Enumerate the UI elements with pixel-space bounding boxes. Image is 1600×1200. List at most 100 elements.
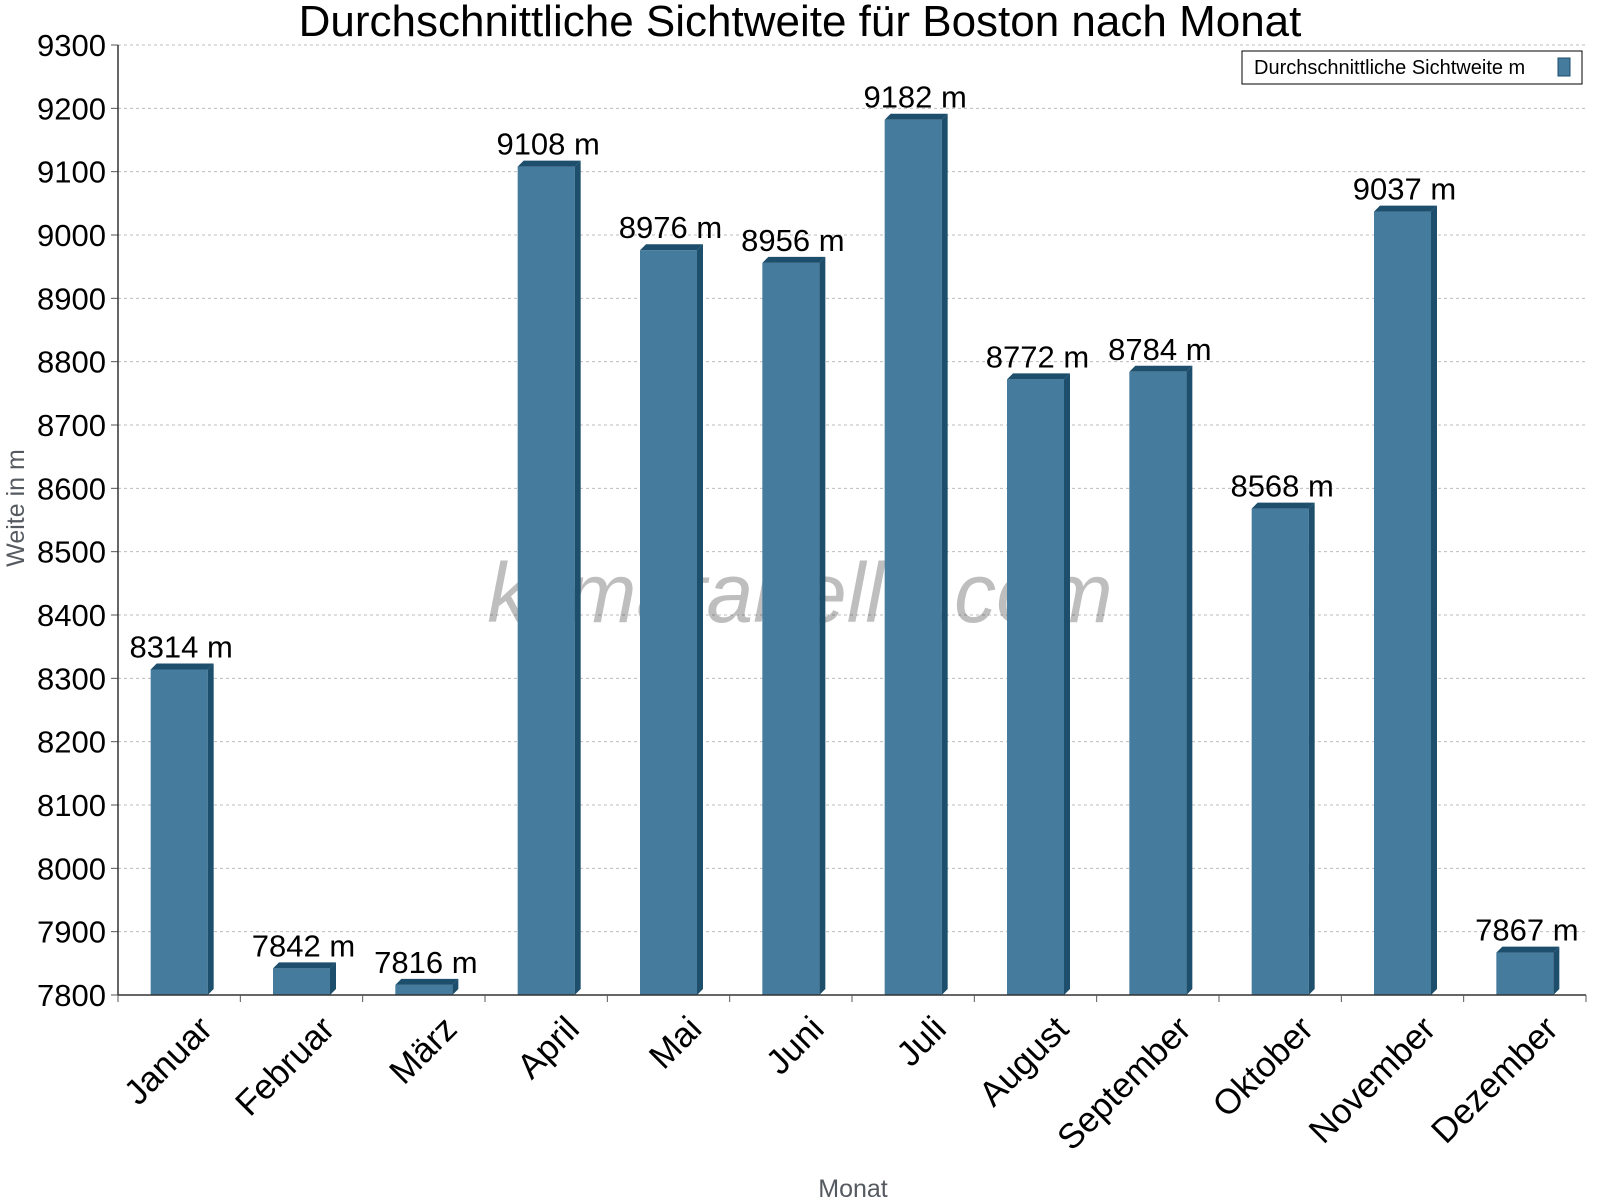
bar-top — [640, 244, 703, 251]
legend-swatch — [1557, 57, 1571, 77]
bar-side — [1186, 365, 1193, 995]
data-label: 8956 m — [741, 223, 844, 258]
data-label: 7842 m — [252, 928, 355, 963]
x-tick-label: Februar — [228, 1009, 342, 1123]
y-tick-label: 9100 — [37, 155, 106, 190]
x-tick-labels: Januar Februar März April Mai Juni Juli AugustS… — [117, 1009, 1566, 1158]
bar-4 — [517, 160, 581, 996]
x-tick-label: Dezember — [1424, 1009, 1566, 1151]
x-tick-label: Januar — [117, 1009, 220, 1112]
bar-top — [1251, 502, 1315, 509]
data-label: 8772 m — [986, 339, 1089, 374]
bar-top — [395, 978, 459, 985]
x-tick-label: November — [1301, 1009, 1443, 1151]
y-tick-label: 8900 — [37, 281, 106, 316]
bar-top — [273, 962, 336, 969]
bar-side — [330, 962, 336, 995]
data-labels: 8314 m 7842 m 7816 m 9108 m 8976 m 8956 m 9182… — [129, 80, 1578, 980]
y-tick-label: 8500 — [37, 535, 106, 570]
legend-label: Durchschnittliche Sichtweite m — [1254, 57, 1525, 79]
x-tick-label: Oktober — [1205, 1009, 1321, 1125]
bar-3 — [395, 978, 459, 995]
bar-face — [395, 984, 453, 995]
x-tick-label: März — [382, 1009, 465, 1092]
bar-side — [574, 160, 581, 996]
bar-face — [517, 166, 575, 996]
bar-face — [273, 968, 330, 995]
y-tick-label: 7800 — [37, 978, 106, 1013]
bar-6 — [762, 256, 826, 995]
y-tick-label: 7900 — [37, 915, 106, 950]
bar-1 — [150, 663, 214, 995]
bar-top — [884, 113, 948, 120]
bar-face — [1007, 379, 1064, 995]
y-tick-label: 8400 — [37, 598, 106, 633]
bar-7 — [884, 113, 948, 995]
bar-top — [150, 663, 214, 670]
x-tick-label: August — [972, 1009, 1077, 1114]
bar-2 — [273, 962, 336, 995]
y-tick-label: 8300 — [37, 661, 106, 696]
bar-face — [1496, 952, 1554, 995]
bar-side — [697, 244, 703, 995]
bar-top — [517, 160, 581, 167]
bar-12 — [1496, 946, 1560, 995]
bar-face — [884, 119, 942, 995]
bar-side — [1431, 205, 1437, 996]
data-label: 8314 m — [129, 629, 232, 664]
bar-top — [1374, 205, 1437, 212]
x-axis-title: Monat — [818, 1175, 888, 1200]
y-tick-label: 8200 — [37, 725, 106, 760]
y-tick-label: 8600 — [37, 471, 106, 506]
bar-face — [1129, 371, 1187, 995]
bar-top — [1007, 373, 1070, 380]
data-label: 7867 m — [1475, 913, 1578, 948]
bar-side — [1064, 373, 1070, 995]
bar-11 — [1374, 205, 1437, 996]
bar-9 — [1129, 365, 1193, 995]
bars — [150, 113, 1560, 996]
data-label: 9108 m — [496, 127, 599, 162]
bar-side — [207, 663, 214, 995]
bar-side — [941, 113, 948, 995]
bar-side — [1553, 946, 1560, 995]
y-tick-label: 9000 — [37, 218, 106, 253]
y-tick-label: 9300 — [37, 28, 106, 63]
y-tick-label: 8800 — [37, 345, 106, 380]
chart-title: Durchschnittliche Sichtweite für Boston … — [299, 0, 1302, 46]
y-tick-label: 8700 — [37, 408, 106, 443]
data-label: 7816 m — [374, 945, 477, 980]
x-tick-label: April — [510, 1009, 587, 1086]
axes — [111, 44, 1587, 1002]
gridlines — [118, 44, 1586, 933]
bar-face — [640, 250, 697, 995]
bar-face — [762, 262, 820, 995]
legend: Durchschnittliche Sichtweite m — [1241, 50, 1583, 85]
bar-face — [150, 669, 208, 995]
data-label: 9037 m — [1353, 172, 1456, 207]
data-label: 9182 m — [863, 80, 966, 115]
x-tick-label: September — [1050, 1009, 1199, 1158]
y-tick-labels: 7800 7900 8000 8100 8200 8300 8400 8500 8600 8700… — [37, 28, 106, 1013]
bar-5 — [640, 244, 703, 995]
x-tick-label: Mai — [642, 1009, 709, 1076]
x-tick-label: Juli — [889, 1009, 954, 1074]
bar-face — [1251, 508, 1309, 995]
y-tick-label: 8000 — [37, 851, 106, 886]
bar-top — [1496, 946, 1560, 953]
bar-face — [1374, 211, 1431, 996]
data-label: 8568 m — [1230, 469, 1333, 504]
bar-side — [819, 256, 826, 995]
y-tick-label: 8100 — [37, 788, 106, 823]
bar-10 — [1251, 502, 1315, 995]
bar-8 — [1007, 373, 1070, 995]
bar-top — [762, 256, 826, 263]
bar-side — [1308, 502, 1315, 995]
data-label: 8976 m — [619, 210, 722, 245]
x-tick-label: Juni — [759, 1009, 832, 1082]
bar-top — [1129, 365, 1193, 372]
y-axis-title: Weite in m — [2, 449, 30, 567]
data-label: 8784 m — [1108, 332, 1211, 367]
bar-side — [452, 978, 459, 995]
